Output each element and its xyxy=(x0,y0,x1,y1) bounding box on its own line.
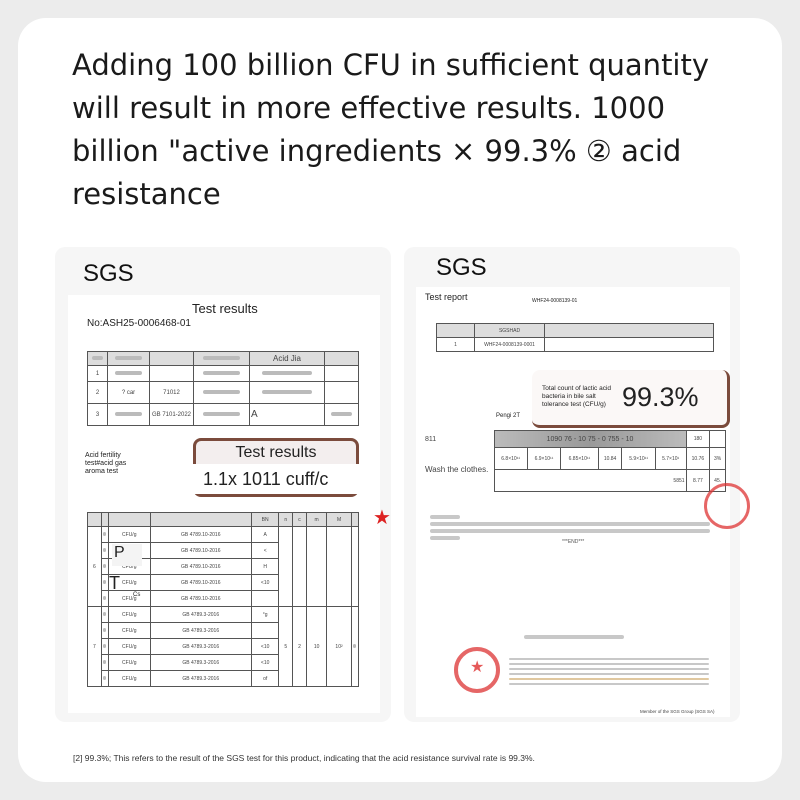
bn-cell: <10 xyxy=(250,638,280,655)
data-table: 811 1090 76 - 10 75 - 0 755 - 10 180 Wash … xyxy=(424,430,726,492)
footnote: [2] 99.3%; This refers to the result of … xyxy=(73,753,535,763)
method-cell: GB 4789.3-2016 xyxy=(149,654,252,671)
star-icon: ★ xyxy=(470,659,485,676)
method-cell: GB 4789.10-2016 xyxy=(149,558,252,575)
callout-value: 99.3% xyxy=(622,382,699,412)
report-number: No:ASH25-0006468-01 xyxy=(87,318,191,329)
doc-title: Test report xyxy=(425,292,468,302)
fine-print xyxy=(509,655,709,688)
sgs-member-footer: Member of the SGS Group (SGS SA) xyxy=(640,709,715,714)
bn-cell: of xyxy=(250,670,280,687)
test-table-1: Acid Jia 1 2? car 71012 3 GB 7101-2022 A xyxy=(87,351,359,426)
right-document xyxy=(416,287,730,717)
callout-label: Total count of lactic acid bacteria in b… xyxy=(542,385,612,408)
overlay-p: P xyxy=(112,544,142,566)
method-cell: GB 4789.3-2016 xyxy=(149,638,252,655)
company-name-line xyxy=(524,632,624,642)
method-cell: GB 4789.3-2016 xyxy=(149,670,252,687)
bn-cell xyxy=(250,622,280,639)
notes-text xyxy=(430,512,710,543)
acid-test-label: Acid fertility test#acid gas aroma test xyxy=(85,452,127,475)
right-report-panel: SGS Test report WHF24-0008139-01 SGSHAD … xyxy=(404,247,750,722)
table2-header: m xyxy=(305,512,328,527)
bn-cell: <10 xyxy=(250,574,280,591)
table2-header xyxy=(149,512,252,527)
doc-title: Test results xyxy=(192,301,258,316)
pengi-label: Pengi 2T xyxy=(496,413,521,419)
left-report-panel: SGS Test results No:ASH25-0006468-01 Aci… xyxy=(55,247,391,722)
table2-header: c xyxy=(292,512,307,527)
sgs-label: SGS xyxy=(436,254,487,281)
overlay-cs: Cs xyxy=(133,592,141,598)
star-stamp-icon: ★ xyxy=(373,507,391,529)
method-cell: GB 4789.10-2016 xyxy=(149,590,252,607)
bn-cell: <10 xyxy=(250,654,280,671)
bn-cell: H xyxy=(250,558,280,575)
end-mark: ***END*** xyxy=(562,539,585,545)
table2-header: n xyxy=(278,512,294,527)
headline: Adding 100 billion CFU in sufficient qua… xyxy=(72,48,710,211)
table2-header xyxy=(87,512,102,527)
acid-resistance-callout: Total count of lactic acid bacteria in b… xyxy=(532,370,730,428)
table2-header: BN xyxy=(250,512,280,527)
table2-header xyxy=(100,512,109,527)
bn-cell xyxy=(250,590,280,607)
method-cell: GB 4789.3-2016 xyxy=(149,606,252,623)
red-seal-stamp xyxy=(704,483,750,529)
overlay-t: T xyxy=(109,573,120,593)
table2-header: M xyxy=(326,512,352,527)
table2-header xyxy=(107,512,151,527)
bottom-seal-stamp: ★ xyxy=(454,647,500,693)
callout-value: 1.1x 1011 cuff/c xyxy=(193,464,359,494)
callout-title: Test results xyxy=(235,444,317,461)
method-cell: GB 4789.10-2016 xyxy=(149,542,252,559)
test-results-callout: Test results 1.1x 1011 cuff/c xyxy=(193,438,359,497)
method-cell: GB 4789.10-2016 xyxy=(149,526,252,543)
table2-header xyxy=(350,512,360,527)
method-cell: GB 4789.3-2016 xyxy=(149,622,252,639)
bn-cell: < xyxy=(250,542,280,559)
method-cell: GB 4789.10-2016 xyxy=(149,574,252,591)
sample-table: SGSHAD 1 WHF24-0008139-0001 xyxy=(436,323,714,352)
report-number: WHF24-0008139-01 xyxy=(532,298,578,304)
bn-cell: A xyxy=(250,526,280,543)
sgs-label: SGS xyxy=(83,260,134,287)
bn-cell: °g xyxy=(250,606,280,623)
